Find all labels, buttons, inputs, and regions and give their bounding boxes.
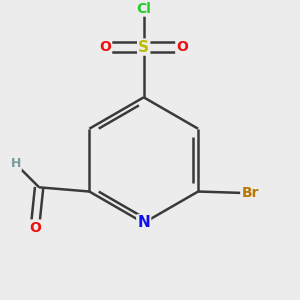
Text: N: N (137, 215, 150, 230)
Text: O: O (176, 40, 188, 54)
Text: Cl: Cl (136, 2, 151, 16)
Text: O: O (99, 40, 111, 54)
Text: S: S (138, 40, 149, 55)
Text: H: H (11, 158, 21, 170)
Text: O: O (29, 220, 41, 235)
Text: Br: Br (241, 186, 259, 200)
